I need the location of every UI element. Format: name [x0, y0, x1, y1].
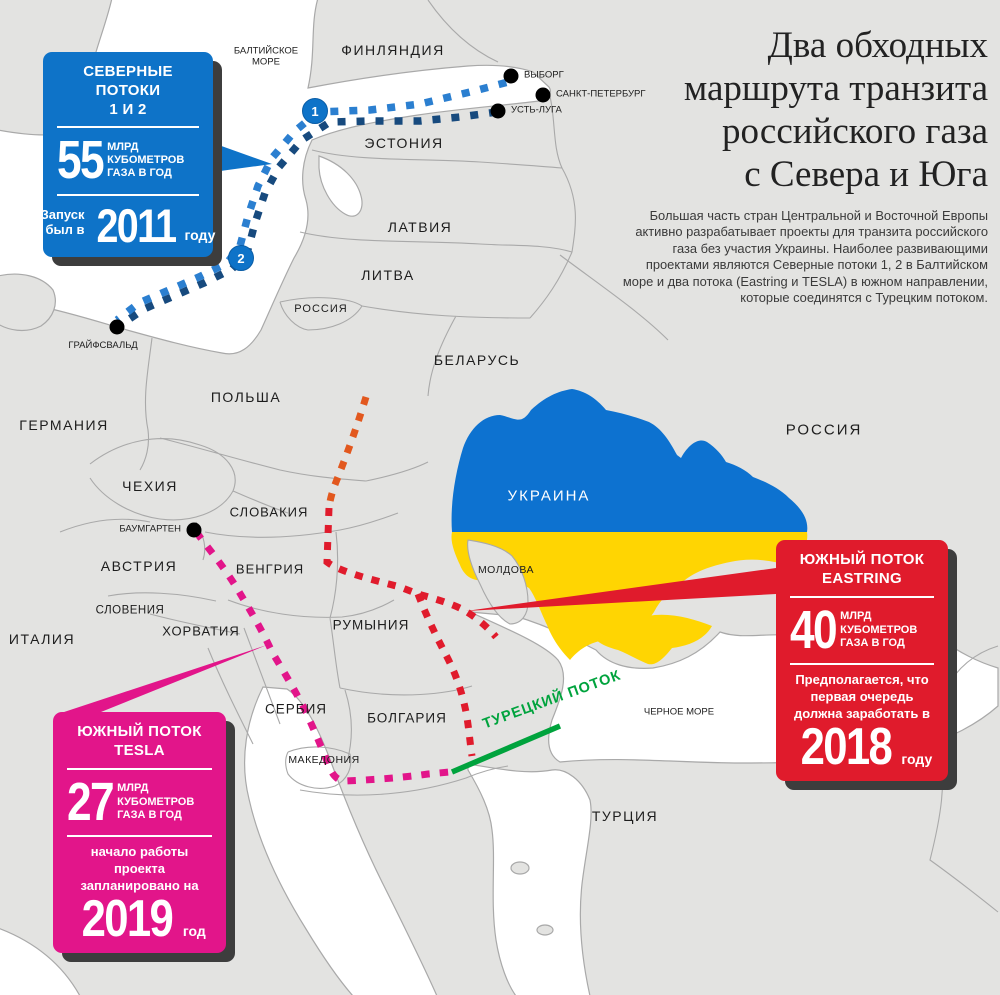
- year-suffix: год: [182, 923, 206, 940]
- title-line: маршрута транзита: [683, 68, 988, 109]
- route-turkish-stream-green: [450, 723, 562, 775]
- route-amber-orange: [325, 395, 370, 509]
- city-label-baumgarten: БАУМГАРТЕН: [119, 523, 181, 535]
- intro-paragraph: Большая часть стран Центральной и Восточ…: [622, 208, 988, 306]
- capacity-unit: МЛРД КУБОМЕТРОВ ГАЗА В ГОД: [107, 141, 185, 180]
- capacity-unit: МЛРД КУБОМЕТРОВ ГАЗА В ГОД: [840, 610, 918, 649]
- aegean-island: [510, 861, 530, 875]
- map-label-germany: ГЕРМАНИЯ: [19, 417, 109, 434]
- divider: [790, 662, 934, 665]
- year-note: Предполагается, что первая очередь должн…: [794, 671, 930, 721]
- tyrrhenian-sea-shape: [0, 928, 81, 995]
- eastring-beam: [466, 568, 776, 611]
- capacity-value: 27: [67, 771, 115, 832]
- map-label-lithuania: ЛИТВА: [361, 267, 415, 284]
- divider: [57, 126, 199, 129]
- city-label-vyborg: ВЫБОРГ: [524, 69, 564, 81]
- map-label-estonia: ЭСТОНИЯ: [364, 135, 444, 152]
- map-label-poland: ПОЛЬША: [210, 389, 282, 406]
- page-title: Два обходных маршрута транзита российско…: [558, 24, 988, 196]
- callout-title-line1: ЮЖНЫЙ ПОТОК: [77, 723, 202, 740]
- callout-tesla: ЮЖНЫЙ ПОТОК TESLA 27 МЛРД КУБОМЕТРОВ ГАЗ…: [53, 712, 226, 954]
- divider: [57, 193, 199, 196]
- route-nord-stream-dark: [122, 108, 498, 326]
- tesla-beam: [58, 645, 267, 714]
- map-label-slovenia: СЛОВЕНИЯ: [95, 604, 165, 617]
- adriatic-sea-shape: [244, 686, 438, 995]
- city-label-greifswald: ГРАЙФСВАЛЬД: [68, 340, 138, 351]
- year-value: 2011: [96, 198, 177, 252]
- year-suffix: году: [184, 226, 216, 243]
- map-label-romania: РУМЫНИЯ: [332, 617, 410, 633]
- country-borders: [59, 0, 999, 913]
- city-dot-greifswald: [109, 319, 125, 335]
- callout-title-line2: EASTRING: [822, 569, 902, 587]
- map-label-serbia: СЕРБИЯ: [264, 701, 328, 717]
- pipeline-marker-2: 2: [228, 245, 254, 271]
- city-dot-ust-luga: [490, 103, 506, 119]
- callout-title-line1: ЮЖНЫЙ ПОТОК: [799, 551, 925, 568]
- map-label-black-sea: ЧЕРНОЕ МОРЕ: [643, 706, 715, 718]
- map-label-turkey: ТУРЦИЯ: [591, 808, 659, 825]
- capacity-unit: МЛРД КУБОМЕТРОВ ГАЗА В ГОД: [117, 782, 195, 821]
- callout-title: ЮЖНЫЙ ПОТОК EASTRING: [788, 549, 936, 589]
- divider: [790, 595, 934, 598]
- map-label-moldova: МОЛДОВА: [477, 564, 535, 577]
- map-label-italy: ИТАЛИЯ: [8, 631, 76, 648]
- city-label-sankt-peterburg: САНКТ-ПЕТЕРБУРГ: [556, 88, 646, 100]
- title-line: с Севера и Юга: [744, 154, 988, 195]
- title-line: российского газа: [721, 111, 988, 152]
- callout-eastring: ЮЖНЫЙ ПОТОК EASTRING 40 МЛРД КУБОМЕТРОВ …: [776, 540, 948, 782]
- year-note: Запуск был в: [40, 206, 85, 238]
- map-label-latvia: ЛАТВИЯ: [387, 219, 453, 236]
- map-label-hungary: ВЕНГРИЯ: [235, 561, 305, 577]
- year-note-line2: был в: [45, 221, 85, 237]
- ukraine-blue-shape: [451, 389, 808, 532]
- city-label-ust-luga: УСТЬ-ЛУГА: [511, 104, 562, 116]
- route-tesla-pink: [193, 529, 451, 785]
- denmark-shape: [0, 273, 56, 332]
- pipeline-marker-1: 1: [302, 98, 328, 124]
- map-label-czechia: ЧЕХИЯ: [122, 478, 178, 495]
- year-note: начало работы проекта запланировано на: [80, 843, 199, 893]
- map-label-russia-kaliningrad: РОССИЯ: [294, 302, 348, 315]
- map-label-russia-main: РОССИЯ: [785, 421, 863, 439]
- capacity-value: 40: [790, 599, 838, 660]
- aegean-sea-shape: [467, 763, 592, 995]
- capacity-value: 55: [57, 130, 105, 191]
- year-note-line1: Запуск: [40, 206, 85, 222]
- callout-title-line2: 1 И 2: [109, 100, 147, 118]
- divider: [67, 834, 212, 837]
- callout-title-line2: TESLA: [114, 741, 165, 759]
- city-dot-sankt-peterburg: [535, 87, 551, 103]
- aegean-island-2: [536, 924, 554, 936]
- route-eastring-red: [323, 507, 499, 757]
- map-label-finland: ФИНЛЯНДИЯ: [341, 42, 445, 59]
- route-nord-stream-light: [114, 76, 517, 323]
- callout-title: СЕВЕРНЫЕ ПОТОКИ 1 И 2: [55, 61, 201, 119]
- title-line: Два обходных: [767, 25, 988, 66]
- map-label-macedonia: МАКЕДОНИЯ: [288, 754, 360, 767]
- map-label-ukraine: УКРАИНА: [507, 487, 591, 505]
- callout-title: ЮЖНЫЙ ПОТОК TESLA: [65, 721, 214, 761]
- map-label-slovakia: СЛОВАКИЯ: [229, 504, 309, 520]
- map-label-bulgaria: БОЛГАРИЯ: [367, 710, 447, 726]
- moldova-shape: [467, 539, 529, 625]
- year-value: 2018: [800, 718, 892, 777]
- year-value: 2019: [81, 890, 174, 949]
- callout-nord-stream: СЕВЕРНЫЕ ПОТОКИ 1 И 2 55 МЛРД КУБОМЕТРОВ…: [40, 52, 216, 257]
- year-suffix: году: [901, 751, 933, 768]
- nord-stream-beam: [213, 143, 272, 172]
- map-label-baltic-sea: БАЛТИЙСКОЕ МОРЕ: [233, 45, 299, 67]
- crimea-shape: [596, 614, 712, 665]
- map-label-croatia: ХОРВАТИЯ: [162, 623, 240, 639]
- gulf-of-riga-shape: [318, 155, 363, 217]
- city-dot-baumgarten: [186, 522, 202, 538]
- divider: [67, 767, 212, 770]
- map-label-belarus: БЕЛАРУСЬ: [433, 352, 521, 369]
- map-label-austria: АВСТРИЯ: [100, 558, 178, 575]
- city-dot-vyborg: [503, 68, 519, 84]
- callout-title-line1: СЕВЕРНЫЕ ПОТОКИ: [83, 63, 173, 99]
